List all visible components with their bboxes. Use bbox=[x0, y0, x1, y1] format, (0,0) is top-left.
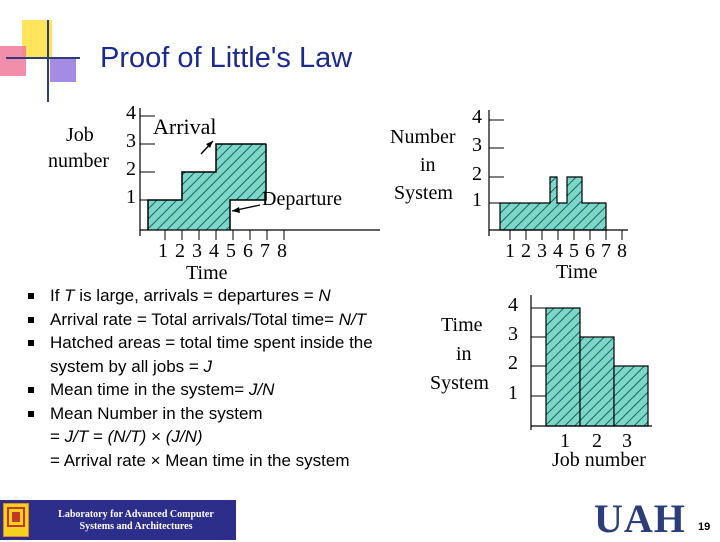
chart1-ytick-3: 3 bbox=[126, 130, 136, 152]
bullet-5: Mean Number in the system = J/T = (N/T) ×… bbox=[28, 402, 448, 473]
lab-banner bbox=[0, 500, 236, 540]
bullet-1: If T is large, arrivals = departures = N bbox=[28, 284, 448, 308]
chart1-xtick-6: 6 bbox=[243, 240, 253, 262]
chart1-xtick-7: 7 bbox=[260, 240, 270, 262]
chart3-ytick-1: 1 bbox=[508, 382, 518, 404]
bullet-marker-icon bbox=[28, 293, 34, 299]
bullet-marker-icon bbox=[28, 387, 34, 393]
time-in-system-chart bbox=[530, 295, 652, 430]
number-in-system-chart bbox=[488, 110, 628, 240]
job-bar-1 bbox=[545, 307, 581, 427]
bullet-marker-icon bbox=[28, 340, 34, 346]
chart2-xtick-5: 5 bbox=[569, 240, 579, 262]
chart2-xlabel: Time bbox=[556, 261, 598, 283]
chart3-xtick-2: 2 bbox=[592, 430, 602, 452]
chart1-xlabel: Time bbox=[186, 262, 228, 284]
page-number: 19 bbox=[698, 521, 711, 533]
chart1-ytick-2: 2 bbox=[126, 158, 136, 180]
page-title: Proof of Little's Law bbox=[100, 42, 353, 74]
chart2-xtick-3: 3 bbox=[537, 240, 547, 262]
bullet-3: Hatched areas = total time spent inside … bbox=[28, 331, 448, 378]
chart1-xtick-8: 8 bbox=[277, 240, 287, 262]
bullet-marker-icon bbox=[28, 410, 34, 417]
bullet-4: Mean time in the system= J/N bbox=[28, 378, 448, 402]
chart2-ytick-4: 4 bbox=[472, 106, 482, 128]
lab-name: Laboratory for Advanced Computer Systems… bbox=[58, 509, 214, 532]
chart3-ytick-3: 3 bbox=[508, 323, 518, 345]
chart1-xtick-5: 5 bbox=[226, 240, 236, 262]
chart1-xtick-4: 4 bbox=[209, 240, 219, 262]
chart1-ylabel-number: number bbox=[48, 150, 110, 172]
bullet-list: If T is large, arrivals = departures = N… bbox=[28, 284, 448, 472]
chart3-ylabel-in: in bbox=[456, 343, 472, 365]
chart1-xtick-2: 2 bbox=[175, 240, 185, 262]
arrival-departure-chart bbox=[139, 108, 380, 240]
chart2-ylabel-number: Number bbox=[390, 126, 456, 148]
corner-logo-icon bbox=[0, 20, 80, 102]
job-bar-2 bbox=[579, 336, 615, 427]
bullet-marker-icon bbox=[28, 316, 34, 323]
chart2-ytick-3: 3 bbox=[472, 134, 482, 156]
chart2-xtick-1: 1 bbox=[505, 240, 515, 262]
chart3-xtick-1: 1 bbox=[560, 430, 570, 452]
chart3-ytick-4: 4 bbox=[508, 294, 518, 316]
hatched-area-2 bbox=[499, 176, 607, 231]
uah-logo: UAH bbox=[594, 496, 686, 541]
departure-curve bbox=[229, 144, 267, 230]
chart1-ylabel-job: Job bbox=[66, 124, 94, 146]
chart1-ytick-4: 4 bbox=[126, 102, 136, 124]
chart1-xtick-1: 1 bbox=[158, 240, 168, 262]
chart2-xtick-2: 2 bbox=[521, 240, 531, 262]
hatched-area bbox=[147, 143, 267, 231]
chart1-ytick-1: 1 bbox=[126, 186, 136, 208]
chart3-ylabel-system: System bbox=[430, 372, 489, 394]
chart2-xtick-4: 4 bbox=[553, 240, 563, 262]
bullet-2: Arrival rate = Total arrivals/Total time… bbox=[28, 308, 448, 332]
chart3-ytick-2: 2 bbox=[508, 352, 518, 374]
job-bar-3 bbox=[613, 365, 649, 427]
chart2-xtick-8: 8 bbox=[617, 240, 627, 262]
lab-logo-icon bbox=[3, 503, 29, 537]
chart2-ylabel-system: System bbox=[394, 182, 453, 204]
chart2-ytick-1: 1 bbox=[472, 189, 482, 211]
chart2-xtick-7: 7 bbox=[601, 240, 611, 262]
chart3-ylabel-time: Time bbox=[441, 314, 483, 336]
chart3-xtick-3: 3 bbox=[622, 430, 632, 452]
departure-label: Departure bbox=[262, 188, 342, 210]
chart3-xlabel: Job number bbox=[552, 449, 646, 471]
chart2-ylabel-in: in bbox=[420, 154, 436, 176]
arrival-label: Arrival bbox=[153, 114, 217, 139]
chart2-xtick-6: 6 bbox=[585, 240, 595, 262]
chart2-ytick-2: 2 bbox=[472, 163, 482, 185]
chart1-xtick-3: 3 bbox=[192, 240, 202, 262]
